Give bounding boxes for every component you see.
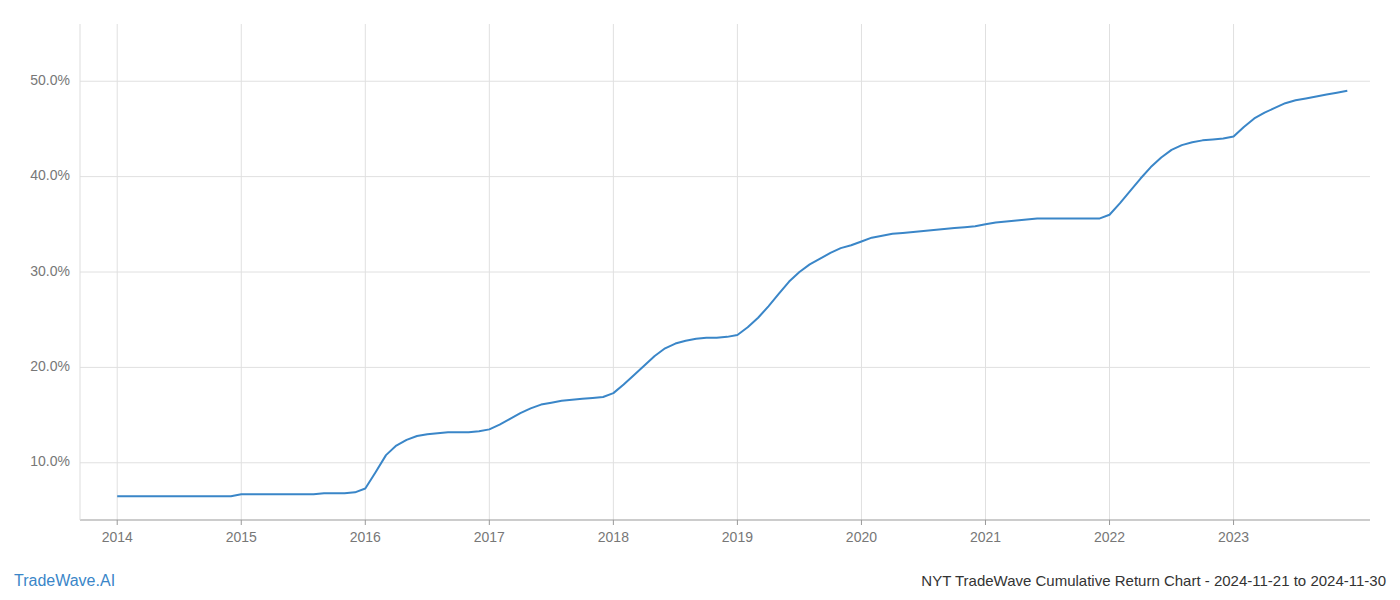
axes: 10.0% 20.0% 30.0% 40.0% 50.0% 2014 2015 2016 201… xyxy=(30,24,1370,545)
x-grid-line xyxy=(117,24,118,520)
y-tick-label: 10.0% xyxy=(30,453,70,469)
x-tick xyxy=(1109,520,1110,525)
y-tick-label: 20.0% xyxy=(30,358,70,374)
y-grid-line xyxy=(80,462,1370,463)
x-tick xyxy=(613,520,614,525)
x-tick-label: 2018 xyxy=(598,529,629,545)
x-grid-line xyxy=(489,24,490,520)
y-tick-label: 30.0% xyxy=(30,263,70,279)
plot-data xyxy=(117,91,1347,496)
y-grid-line xyxy=(80,81,1370,82)
x-grid-line xyxy=(613,24,614,520)
x-tick xyxy=(489,520,490,525)
x-grid-line xyxy=(365,24,366,520)
x-tick-label: 2021 xyxy=(970,529,1001,545)
x-tick xyxy=(1233,520,1234,525)
y-tick-label: 40.0% xyxy=(30,167,70,183)
x-tick xyxy=(737,520,738,525)
chart-svg: 10.0% 20.0% 30.0% 40.0% 50.0% 2014 2015 2016 201… xyxy=(0,0,1400,600)
x-tick xyxy=(365,520,366,525)
x-tick-label: 2019 xyxy=(722,529,753,545)
x-tick-label: 2022 xyxy=(1094,529,1125,545)
x-tick-label: 2014 xyxy=(102,529,133,545)
x-axis-line xyxy=(80,520,1370,521)
line xyxy=(117,91,1347,496)
x-grid-line xyxy=(861,24,862,520)
x-grid-line xyxy=(241,24,242,520)
y-axis-line xyxy=(80,24,81,520)
chart-container: 10.0% 20.0% 30.0% 40.0% 50.0% 2014 2015 2016 201… xyxy=(0,0,1400,600)
y-grid-line xyxy=(80,367,1370,368)
watermark: TradeWave.AI xyxy=(14,572,115,589)
x-tick-label: 2023 xyxy=(1218,529,1249,545)
x-grid-line xyxy=(737,24,738,520)
x-tick xyxy=(985,520,986,525)
y-grid-line xyxy=(80,176,1370,177)
x-tick-label: 2020 xyxy=(846,529,877,545)
x-tick-label: 2017 xyxy=(474,529,505,545)
x-tick xyxy=(861,520,862,525)
grid xyxy=(80,24,1370,520)
x-grid-line xyxy=(1109,24,1110,520)
x-grid-line xyxy=(985,24,986,520)
title: NYT TradeWave Cumulative Return Chart - … xyxy=(921,572,1386,589)
x-tick-label: 2016 xyxy=(350,529,381,545)
y-grid-line xyxy=(80,272,1370,273)
x-tick xyxy=(117,520,118,525)
y-tick-label: 50.0% xyxy=(30,72,70,88)
x-grid-line xyxy=(1233,24,1234,520)
x-tick xyxy=(241,520,242,525)
x-tick-label: 2015 xyxy=(226,529,257,545)
